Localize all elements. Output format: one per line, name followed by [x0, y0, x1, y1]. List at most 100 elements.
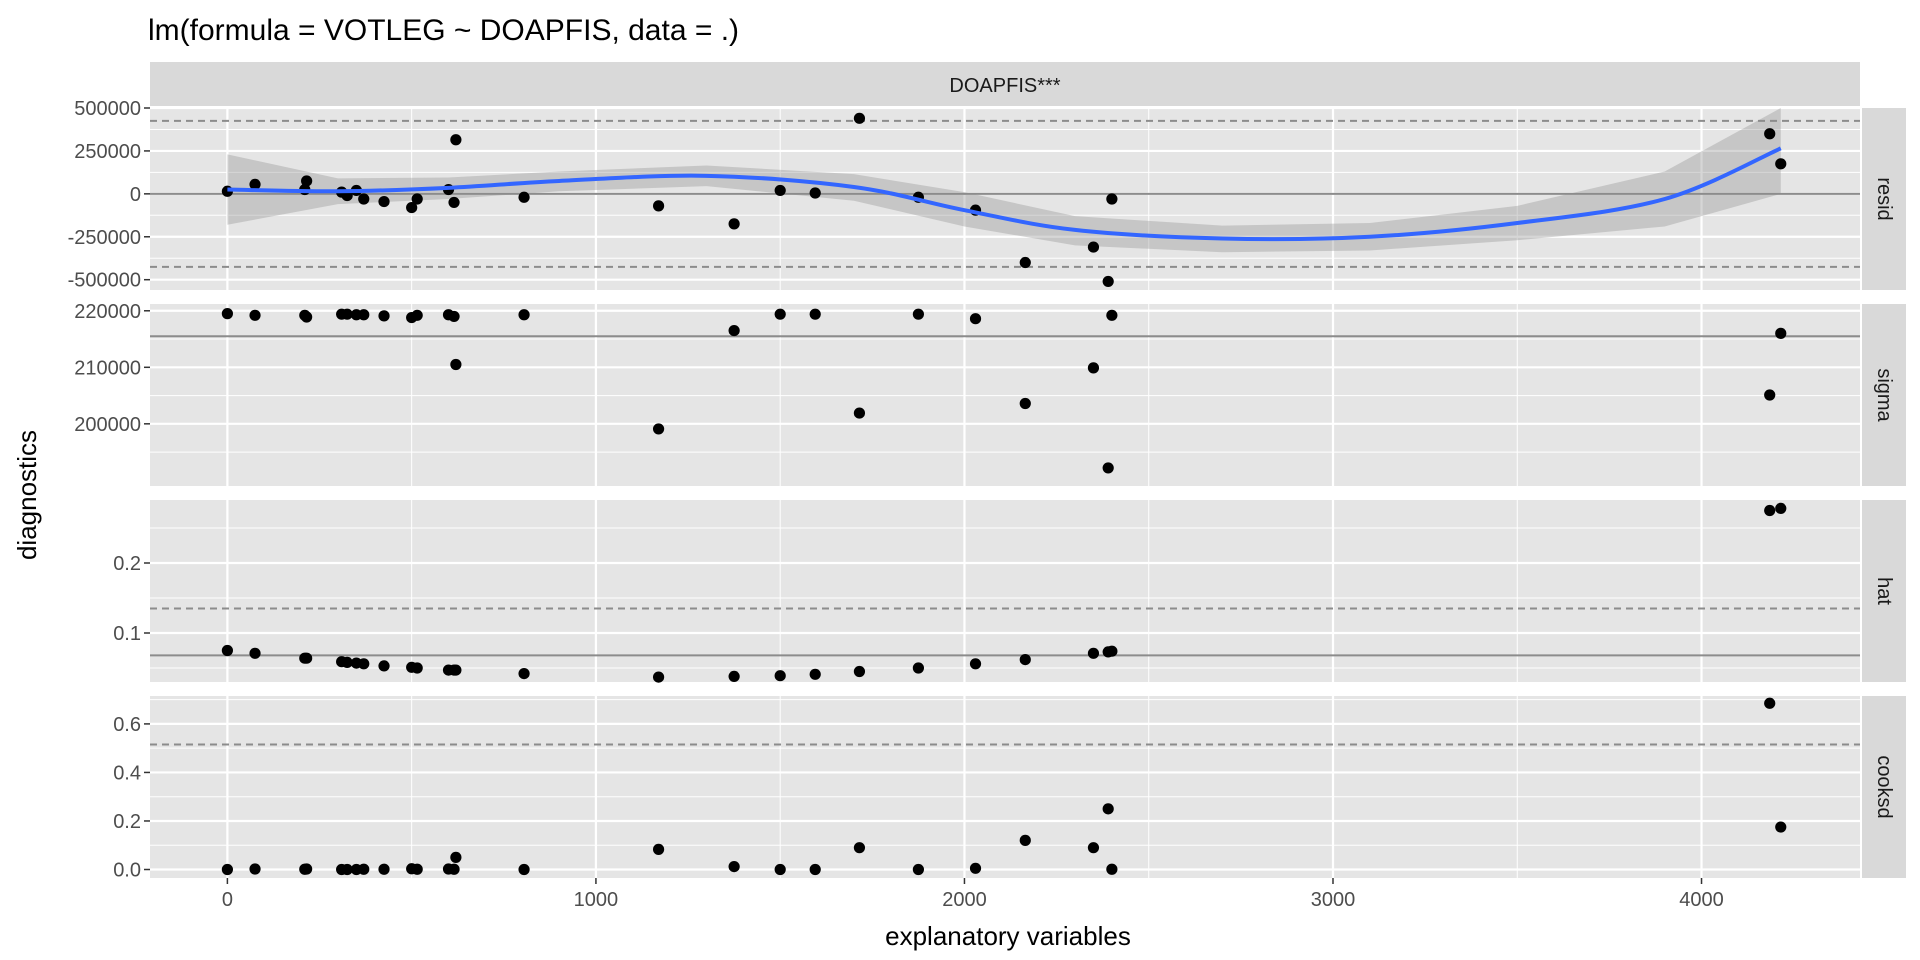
panel-strip-background — [1862, 108, 1906, 290]
data-point — [448, 863, 460, 875]
data-point — [1019, 834, 1031, 846]
data-point — [912, 308, 924, 320]
data-point — [1087, 362, 1100, 374]
data-point — [1764, 389, 1776, 401]
data-point — [249, 309, 261, 321]
data-point — [301, 863, 313, 875]
data-point — [1106, 309, 1118, 321]
data-point — [1775, 327, 1787, 339]
data-point — [652, 671, 665, 683]
x-tick-label: 2000 — [942, 889, 987, 911]
data-point — [358, 309, 370, 321]
panel-cooksd: 0.6 0.4 0.2 0.0 cooksd — [113, 696, 1906, 882]
facet-strip-background — [150, 62, 1860, 106]
data-point — [406, 201, 418, 214]
data-point — [1775, 502, 1787, 514]
data-point — [358, 658, 370, 670]
data-point — [450, 851, 462, 863]
panel-resid: 500000 250000 0 -250000 -500000 resid — [68, 98, 1906, 292]
data-point — [1087, 647, 1100, 659]
data-point — [221, 644, 233, 657]
data-point — [853, 407, 866, 419]
data-point — [774, 670, 786, 682]
panel-strip-label: resid — [1873, 177, 1895, 220]
data-point — [1102, 462, 1114, 474]
data-point — [341, 863, 353, 876]
data-point — [853, 842, 866, 854]
panel-sigma: 220000 210000 200000 sigma — [74, 301, 1906, 486]
panel-strip-label: hat — [1873, 577, 1895, 605]
data-point — [301, 311, 313, 323]
data-point — [1764, 697, 1776, 709]
data-point — [1764, 128, 1776, 140]
panel-strip-background — [1862, 500, 1906, 682]
data-point — [1019, 654, 1031, 666]
smooth-line — [227, 146, 1782, 242]
y-tick-label: 0.0 — [113, 860, 141, 882]
data-point — [411, 309, 423, 321]
y-tick-label: 0.4 — [113, 762, 141, 784]
data-point — [652, 423, 665, 435]
data-point — [853, 665, 866, 678]
data-point — [809, 308, 821, 320]
data-point — [518, 863, 530, 876]
data-point — [1764, 504, 1776, 517]
data-point — [652, 843, 665, 855]
data-point — [518, 191, 530, 203]
data-point — [1102, 275, 1114, 288]
panel-strip-background — [1862, 304, 1906, 486]
x-tick-label: 0 — [222, 889, 233, 911]
x-tick-label: 1000 — [574, 889, 619, 911]
data-point — [450, 134, 462, 146]
y-tick-label: 210000 — [74, 357, 141, 379]
facet-strip-label: DOAPFIS*** — [949, 75, 1060, 97]
y-tick-label: -250000 — [68, 227, 141, 249]
data-point — [378, 660, 390, 672]
data-point — [728, 218, 740, 230]
x-tick-label: 4000 — [1679, 889, 1724, 911]
data-point — [358, 193, 370, 205]
panel-background — [150, 696, 1860, 878]
panel-background — [150, 500, 1860, 682]
data-point — [249, 178, 261, 191]
data-point — [774, 184, 786, 197]
panel-hat: 0.2 0.1 hat — [113, 500, 1906, 683]
facet-strip: DOAPFIS*** — [150, 62, 1860, 106]
data-point — [912, 662, 924, 674]
y-tick-label: 220000 — [74, 301, 141, 323]
data-point — [809, 668, 821, 680]
data-point — [378, 310, 390, 322]
data-point — [249, 863, 261, 875]
data-point — [1775, 821, 1787, 833]
data-point — [301, 175, 313, 187]
data-point — [221, 308, 233, 320]
data-point — [378, 195, 390, 208]
data-point — [518, 668, 530, 680]
data-point — [450, 664, 462, 676]
data-point — [249, 647, 261, 659]
panel-strip-label: cooksd — [1873, 755, 1895, 818]
y-tick-label: 0.1 — [113, 623, 141, 645]
panel-strip-background — [1862, 696, 1906, 878]
data-point — [774, 863, 786, 876]
y-tick-label: 0 — [130, 184, 141, 206]
data-point — [301, 652, 313, 664]
data-point — [518, 309, 530, 321]
data-point — [912, 863, 924, 876]
y-tick-label: -500000 — [68, 270, 141, 292]
data-point — [1019, 397, 1031, 410]
data-point — [411, 662, 423, 674]
panel-strip-label: sigma — [1873, 368, 1895, 422]
y-tick-label: 200000 — [74, 414, 141, 436]
y-tick-label: 0.2 — [113, 811, 141, 833]
data-point — [221, 863, 233, 876]
x-axis-title: explanatory variables — [885, 921, 1131, 951]
y-tick-label: 0.6 — [113, 714, 141, 736]
data-point — [1102, 803, 1114, 815]
panel-background — [150, 304, 1860, 486]
panel-background — [150, 108, 1860, 290]
data-point — [969, 862, 982, 874]
data-point — [969, 658, 982, 670]
data-point — [411, 863, 423, 875]
